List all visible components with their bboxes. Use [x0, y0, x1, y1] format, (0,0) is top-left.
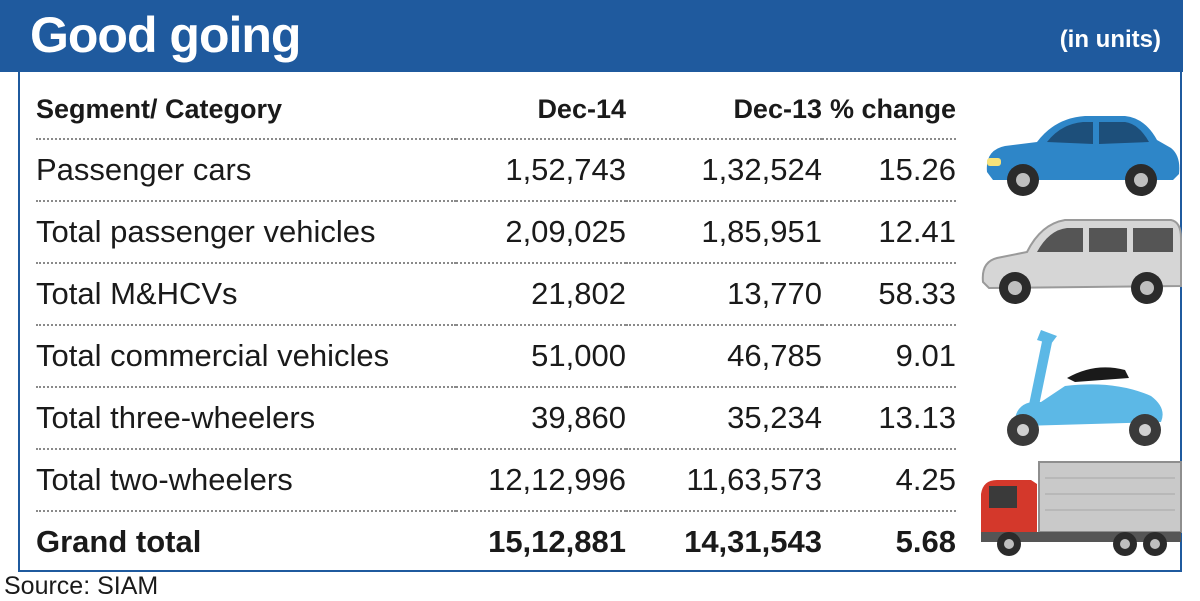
scooter-icon — [1007, 330, 1163, 446]
change-cell: 58.33 — [822, 262, 956, 325]
source-note: Source: SIAM — [4, 572, 159, 600]
change-cell: 4.25 — [822, 448, 956, 511]
header-dec14: Dec-14 — [537, 93, 626, 124]
header-segment: Segment/ Category — [36, 93, 283, 124]
table-row: Total commercial vehicles 51,000 46,785 … — [36, 324, 956, 387]
vehicle-illustrations — [975, 90, 1185, 560]
dec13-cell: 35,234 — [626, 386, 822, 449]
change-cell: 15.26 — [822, 138, 956, 201]
change-cell: 13.13 — [822, 386, 956, 449]
segment-cell: Total commercial vehicles — [36, 324, 456, 387]
header-bar: Good going (in units) — [0, 0, 1183, 72]
dec13-cell: 1,85,951 — [626, 200, 822, 263]
dec14-cell: 51,000 — [456, 324, 626, 387]
segment-cell: Total M&HCVs — [36, 262, 456, 325]
dec14-cell: 15,12,881 — [456, 510, 626, 572]
minivan-icon — [981, 219, 1182, 304]
dec14-cell: 2,09,025 — [456, 200, 626, 263]
dec14-cell: 12,12,996 — [456, 448, 626, 511]
dec13-cell: 14,31,543 — [626, 510, 822, 572]
infographic: Good going (in units) Segment/ Category … — [0, 0, 1185, 572]
header-change: % change — [829, 93, 956, 124]
table-total-row: Grand total 15,12,881 14,31,543 5.68 — [36, 510, 956, 572]
change-cell: 12.41 — [822, 200, 956, 263]
table-container: Segment/ Category Dec-14 Dec-13 % change… — [18, 72, 1182, 572]
table-row: Total passenger vehicles 2,09,025 1,85,9… — [36, 200, 956, 263]
dec13-cell: 13,770 — [626, 262, 822, 325]
table-header-row: Segment/ Category Dec-14 Dec-13 % change — [36, 80, 956, 139]
dec14-cell: 21,802 — [456, 262, 626, 325]
segment-cell: Total passenger vehicles — [36, 200, 456, 263]
hatchback-car-icon — [986, 116, 1180, 196]
segment-cell: Passenger cars — [36, 138, 456, 201]
segment-cell: Total three-wheelers — [36, 386, 456, 449]
table-row: Total two-wheelers 12,12,996 11,63,573 4… — [36, 448, 956, 511]
change-cell: 5.68 — [822, 510, 956, 572]
dec13-cell: 46,785 — [626, 324, 822, 387]
table-row: Total three-wheelers 39,860 35,234 13.13 — [36, 386, 956, 449]
sales-table: Segment/ Category Dec-14 Dec-13 % change… — [36, 80, 956, 572]
table-row: Total M&HCVs 21,802 13,770 58.33 — [36, 262, 956, 325]
infographic-title: Good going — [30, 7, 301, 63]
dec14-cell: 1,52,743 — [456, 138, 626, 201]
unit-note: (in units) — [1059, 26, 1161, 53]
segment-cell: Total two-wheelers — [36, 448, 456, 511]
dec14-cell: 39,860 — [456, 386, 626, 449]
segment-cell: Grand total — [36, 510, 456, 572]
dec13-cell: 11,63,573 — [626, 448, 822, 511]
dec13-cell: 1,32,524 — [626, 138, 822, 201]
header-dec13: Dec-13 — [733, 93, 822, 124]
table-row: Passenger cars 1,52,743 1,32,524 15.26 — [36, 138, 956, 201]
truck-icon — [981, 461, 1182, 556]
change-cell: 9.01 — [822, 324, 956, 387]
